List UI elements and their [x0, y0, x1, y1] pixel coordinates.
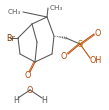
Text: O: O	[95, 28, 101, 38]
Text: H: H	[41, 95, 47, 104]
Text: CH₃: CH₃	[50, 5, 63, 11]
Text: H: H	[13, 95, 19, 104]
Text: CH₃: CH₃	[8, 9, 21, 15]
Text: O: O	[61, 51, 67, 61]
Text: O: O	[27, 85, 33, 94]
Text: OH: OH	[90, 56, 102, 64]
Text: Br: Br	[6, 34, 15, 42]
Text: O: O	[25, 71, 31, 80]
Text: S: S	[77, 39, 83, 49]
